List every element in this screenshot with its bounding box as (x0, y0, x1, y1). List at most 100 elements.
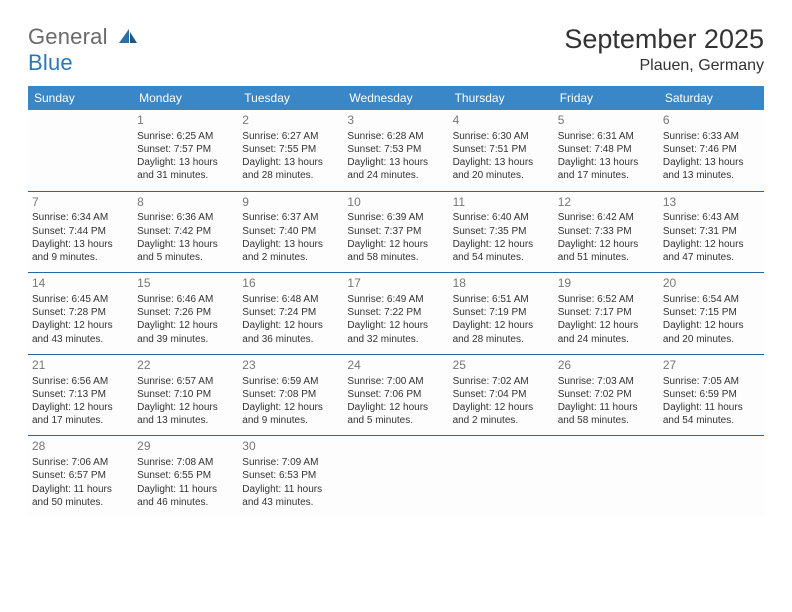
day-detail: Sunset: 7:53 PM (347, 143, 444, 156)
calendar-grid: SundayMondayTuesdayWednesdayThursdayFrid… (28, 86, 764, 517)
day-detail: Sunrise: 6:27 AM (242, 130, 339, 143)
day-cell: 25Sunrise: 7:02 AMSunset: 7:04 PMDayligh… (449, 355, 554, 436)
day-cell: 8Sunrise: 6:36 AMSunset: 7:42 PMDaylight… (133, 192, 238, 273)
day-detail: Sunrise: 6:42 AM (558, 211, 655, 224)
day-detail: and 32 minutes. (347, 333, 444, 346)
day-header: Friday (554, 86, 659, 110)
day-detail: Daylight: 12 hours (453, 238, 550, 251)
day-detail: and 5 minutes. (347, 414, 444, 427)
day-cell: 15Sunrise: 6:46 AMSunset: 7:26 PMDayligh… (133, 273, 238, 354)
day-detail: Sunset: 6:55 PM (137, 469, 234, 482)
day-detail: and 24 minutes. (558, 333, 655, 346)
day-cell: 12Sunrise: 6:42 AMSunset: 7:33 PMDayligh… (554, 192, 659, 273)
day-detail: Sunset: 7:31 PM (663, 225, 760, 238)
day-detail: Sunset: 7:28 PM (32, 306, 129, 319)
day-detail: Sunset: 7:46 PM (663, 143, 760, 156)
day-number: 26 (558, 358, 655, 374)
day-detail: Sunrise: 6:49 AM (347, 293, 444, 306)
day-header: Saturday (659, 86, 764, 110)
day-detail: Sunset: 7:51 PM (453, 143, 550, 156)
day-number: 22 (137, 358, 234, 374)
day-detail: Daylight: 13 hours (137, 238, 234, 251)
day-cell: 22Sunrise: 6:57 AMSunset: 7:10 PMDayligh… (133, 355, 238, 436)
day-detail: Sunrise: 7:05 AM (663, 375, 760, 388)
day-detail: Sunrise: 7:06 AM (32, 456, 129, 469)
day-detail: Sunset: 6:57 PM (32, 469, 129, 482)
day-detail: Daylight: 12 hours (242, 319, 339, 332)
day-number: 6 (663, 113, 760, 129)
week-row: 28Sunrise: 7:06 AMSunset: 6:57 PMDayligh… (28, 436, 764, 517)
day-detail: Sunset: 7:42 PM (137, 225, 234, 238)
day-detail: Sunrise: 6:33 AM (663, 130, 760, 143)
day-number: 19 (558, 276, 655, 292)
day-number: 17 (347, 276, 444, 292)
calendar-subtitle: Plauen, Germany (564, 57, 764, 75)
day-number: 16 (242, 276, 339, 292)
day-cell: 24Sunrise: 7:00 AMSunset: 7:06 PMDayligh… (343, 355, 448, 436)
day-detail: Daylight: 13 hours (137, 156, 234, 169)
day-cell: 2Sunrise: 6:27 AMSunset: 7:55 PMDaylight… (238, 110, 343, 191)
calendar-title: September 2025 (564, 24, 764, 55)
day-detail: and 13 minutes. (137, 414, 234, 427)
day-cell: 26Sunrise: 7:03 AMSunset: 7:02 PMDayligh… (554, 355, 659, 436)
day-detail: Sunrise: 7:09 AM (242, 456, 339, 469)
day-detail: Daylight: 11 hours (32, 483, 129, 496)
day-detail: Daylight: 13 hours (453, 156, 550, 169)
day-detail: Daylight: 12 hours (558, 238, 655, 251)
day-number: 30 (242, 439, 339, 455)
week-row: 7Sunrise: 6:34 AMSunset: 7:44 PMDaylight… (28, 192, 764, 273)
day-detail: Daylight: 11 hours (558, 401, 655, 414)
day-detail: and 46 minutes. (137, 496, 234, 509)
day-cell: 9Sunrise: 6:37 AMSunset: 7:40 PMDaylight… (238, 192, 343, 273)
title-block: September 2025 Plauen, Germany (564, 24, 764, 75)
day-detail: Sunrise: 6:37 AM (242, 211, 339, 224)
day-detail: and 9 minutes. (32, 251, 129, 264)
day-number: 28 (32, 439, 129, 455)
day-detail: Sunset: 7:26 PM (137, 306, 234, 319)
day-number: 18 (453, 276, 550, 292)
day-number: 12 (558, 195, 655, 211)
day-detail: Daylight: 12 hours (347, 238, 444, 251)
day-detail: Sunrise: 6:57 AM (137, 375, 234, 388)
day-header: Sunday (28, 86, 133, 110)
day-detail: and 54 minutes. (453, 251, 550, 264)
day-number: 21 (32, 358, 129, 374)
day-cell: 3Sunrise: 6:28 AMSunset: 7:53 PMDaylight… (343, 110, 448, 191)
day-number: 13 (663, 195, 760, 211)
day-detail: Sunset: 6:53 PM (242, 469, 339, 482)
calendar-page: General Blue September 2025 Plauen, Germ… (0, 0, 792, 541)
empty-cell (554, 436, 659, 517)
day-detail: and 36 minutes. (242, 333, 339, 346)
day-detail: Sunrise: 6:43 AM (663, 211, 760, 224)
day-detail: Sunset: 7:55 PM (242, 143, 339, 156)
day-detail: and 28 minutes. (242, 169, 339, 182)
day-number: 2 (242, 113, 339, 129)
day-detail: Daylight: 12 hours (242, 401, 339, 414)
day-header: Thursday (449, 86, 554, 110)
day-detail: and 20 minutes. (663, 333, 760, 346)
week-row: 14Sunrise: 6:45 AMSunset: 7:28 PMDayligh… (28, 273, 764, 354)
day-detail: Sunrise: 6:54 AM (663, 293, 760, 306)
day-detail: and 43 minutes. (242, 496, 339, 509)
day-detail: Daylight: 12 hours (32, 319, 129, 332)
day-header: Wednesday (343, 86, 448, 110)
day-detail: Sunset: 7:04 PM (453, 388, 550, 401)
day-detail: Daylight: 12 hours (558, 319, 655, 332)
day-detail: Daylight: 12 hours (347, 319, 444, 332)
day-detail: and 13 minutes. (663, 169, 760, 182)
day-detail: and 51 minutes. (558, 251, 655, 264)
day-cell: 14Sunrise: 6:45 AMSunset: 7:28 PMDayligh… (28, 273, 133, 354)
day-header: Tuesday (238, 86, 343, 110)
brand-text: General Blue (28, 24, 138, 76)
day-cell: 4Sunrise: 6:30 AMSunset: 7:51 PMDaylight… (449, 110, 554, 191)
day-detail: and 31 minutes. (137, 169, 234, 182)
day-cell: 13Sunrise: 6:43 AMSunset: 7:31 PMDayligh… (659, 192, 764, 273)
day-cell: 27Sunrise: 7:05 AMSunset: 6:59 PMDayligh… (659, 355, 764, 436)
brand-logo: General Blue (28, 24, 138, 76)
day-number: 3 (347, 113, 444, 129)
day-detail: Daylight: 12 hours (137, 401, 234, 414)
day-detail: Daylight: 13 hours (347, 156, 444, 169)
day-cell: 29Sunrise: 7:08 AMSunset: 6:55 PMDayligh… (133, 436, 238, 517)
day-number: 23 (242, 358, 339, 374)
day-number: 10 (347, 195, 444, 211)
